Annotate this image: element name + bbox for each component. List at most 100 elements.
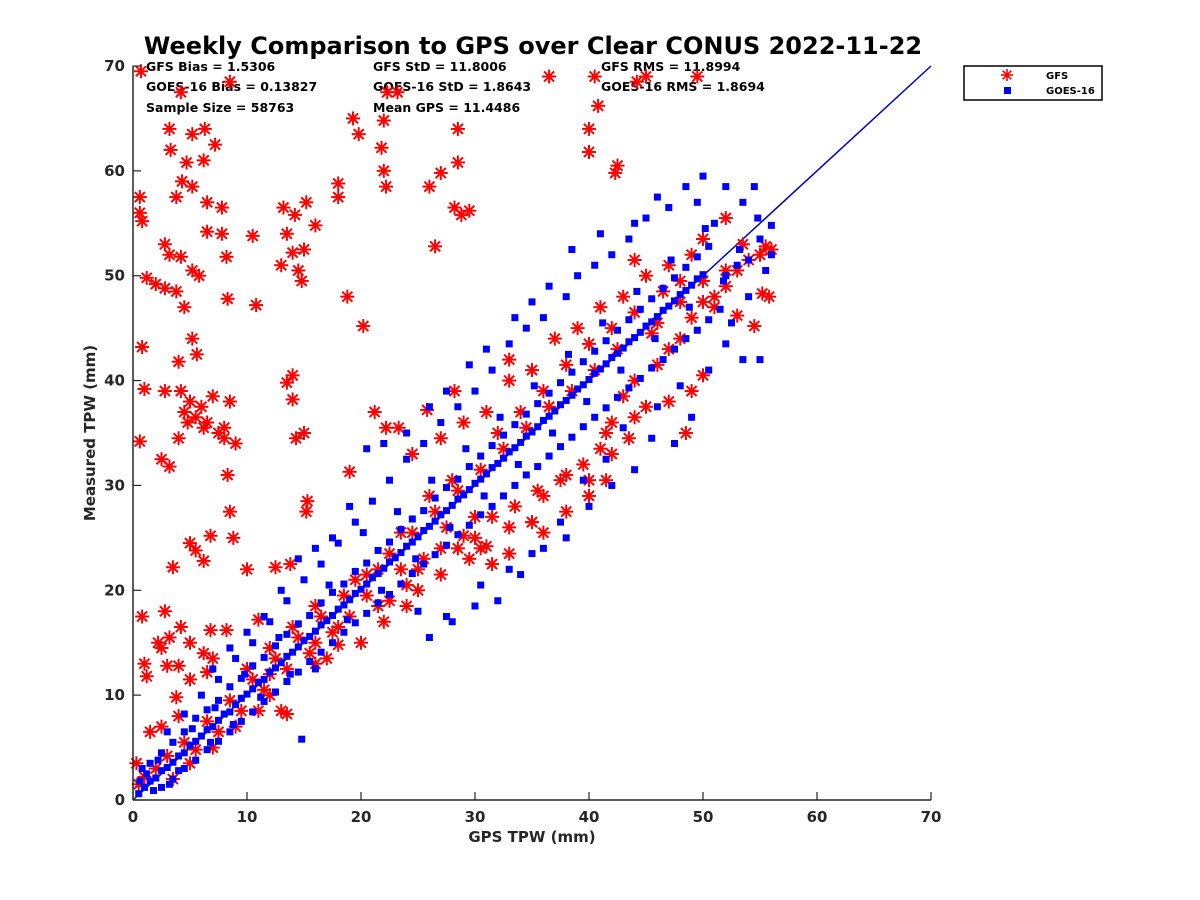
gfs-point — [405, 446, 420, 461]
goes-16-point — [340, 580, 348, 588]
stat-annotation: GFS Bias = 1.5306 — [146, 59, 276, 74]
gfs-point — [351, 127, 366, 142]
x-axis-label: GPS TPW (mm) — [468, 828, 595, 846]
goes-16-point — [465, 463, 473, 471]
goes-16-point — [380, 564, 388, 572]
gfs-point — [226, 530, 241, 545]
goes-16-point — [180, 728, 188, 736]
gfs-point — [285, 392, 300, 407]
goes-16-point — [517, 438, 525, 446]
goes-16-point — [158, 767, 165, 775]
gfs-point — [228, 436, 243, 451]
goes-16-point — [169, 738, 177, 746]
goes-16-point — [243, 690, 251, 698]
gfs-point — [197, 121, 212, 136]
goes-16-point — [340, 628, 348, 636]
gfs-point — [279, 375, 294, 390]
gfs-point — [547, 331, 562, 346]
goes-16-point — [614, 393, 621, 401]
gfs-point — [559, 357, 574, 372]
goes-16-point — [180, 710, 188, 718]
goes-16-point — [298, 735, 306, 743]
goes-16-point — [534, 463, 542, 471]
goes-16-point — [511, 444, 519, 452]
y-tick-label: 10 — [104, 686, 125, 704]
legend-label-goes-16: GOES-16 — [1046, 86, 1095, 97]
goes-16-point — [334, 605, 342, 613]
goes-16-point — [557, 379, 564, 387]
goes-16-point — [545, 389, 553, 397]
gfs-point — [591, 98, 606, 113]
goes-16-point — [722, 183, 730, 191]
gfs-point — [297, 242, 311, 257]
goes-16-point — [488, 502, 496, 510]
goes-16-point — [767, 221, 775, 229]
goes-16-point — [143, 770, 151, 778]
goes-16-point — [659, 284, 667, 292]
gfs-point — [627, 410, 642, 425]
gfs-point — [162, 459, 177, 474]
gfs-point — [604, 415, 619, 430]
goes-16-point — [203, 726, 211, 734]
gfs-point — [747, 319, 762, 334]
gfs-point — [222, 394, 237, 409]
goes-16-point — [140, 783, 148, 791]
goes-16-point — [460, 491, 468, 499]
goes-16-point — [465, 361, 473, 369]
goes-16-point — [249, 685, 257, 693]
y-tick-label: 60 — [104, 162, 125, 180]
gfs-point — [185, 331, 200, 346]
y-tick-label: 20 — [104, 581, 125, 599]
gfs-point — [570, 321, 585, 336]
gfs-point — [391, 420, 406, 435]
legend-entry-goes-16: GOES-16 — [1004, 86, 1095, 97]
goes-16-point — [648, 295, 656, 303]
gfs-point — [274, 258, 289, 273]
goes-16-point — [488, 464, 496, 472]
gfs-point — [433, 165, 448, 180]
goes-16-point — [671, 439, 678, 447]
gfs-point — [179, 155, 194, 170]
gfs-point — [502, 352, 517, 367]
goes-16-point — [431, 551, 439, 559]
legend-label-gfs: GFS — [1046, 71, 1068, 82]
gfs-point — [450, 541, 465, 556]
gfs-point — [157, 604, 172, 619]
goes-16-point — [631, 219, 639, 227]
goes-16-point — [386, 476, 393, 484]
goes-16-point — [192, 737, 200, 745]
goes-16-point — [260, 653, 268, 661]
gfs-point — [220, 467, 235, 482]
gfs-point — [135, 340, 150, 355]
goes-16-point — [266, 668, 274, 676]
goes-16-point — [500, 431, 507, 439]
goes-16-point — [380, 439, 388, 447]
goes-16-point — [528, 298, 536, 306]
goes-16-point — [756, 356, 764, 364]
goes-16-point — [241, 670, 249, 678]
goes-16-point — [229, 721, 237, 729]
goes-16-point — [568, 391, 576, 399]
goes-16-point — [665, 302, 673, 310]
goes-16-point — [614, 326, 621, 334]
gfs-point — [279, 226, 294, 241]
gfs-point — [331, 176, 346, 191]
gfs-point — [428, 239, 443, 254]
goes-16-point — [651, 335, 659, 343]
goes-16-point — [602, 337, 610, 345]
goes-16-point — [545, 412, 553, 420]
goes-16-point — [408, 538, 416, 546]
goes-16-point — [659, 356, 667, 364]
goes-16-point — [631, 334, 639, 342]
gfs-point — [542, 69, 557, 84]
legend: GFS GOES-16 — [963, 65, 1103, 101]
goes-16-point — [539, 314, 547, 322]
goes-16-point — [471, 602, 479, 610]
gfs-point — [684, 384, 699, 399]
goes-16-point — [477, 452, 485, 460]
goes-16-point — [648, 318, 656, 326]
x-tick-label: 30 — [465, 808, 486, 826]
series-goes-16 — [135, 172, 775, 798]
goes-16-point — [462, 445, 470, 453]
gfs-point — [639, 69, 653, 84]
